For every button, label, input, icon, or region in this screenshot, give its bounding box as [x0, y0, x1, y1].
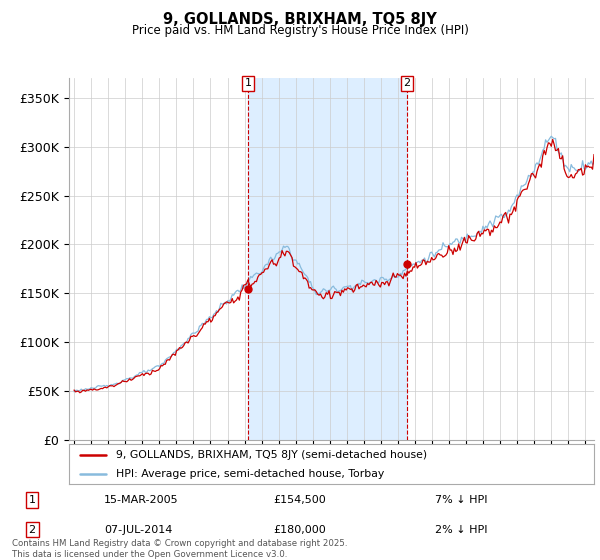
Text: £180,000: £180,000: [274, 525, 326, 535]
Text: 07-JUL-2014: 07-JUL-2014: [104, 525, 173, 535]
Text: 2% ↓ HPI: 2% ↓ HPI: [435, 525, 488, 535]
Text: 1: 1: [29, 495, 35, 505]
Text: 2: 2: [403, 78, 410, 88]
Text: 2: 2: [29, 525, 36, 535]
Bar: [248, 78, 407, 440]
Text: HPI: Average price, semi-detached house, Torbay: HPI: Average price, semi-detached house,…: [116, 469, 385, 479]
Text: 15-MAR-2005: 15-MAR-2005: [104, 495, 179, 505]
Text: 9, GOLLANDS, BRIXHAM, TQ5 8JY: 9, GOLLANDS, BRIXHAM, TQ5 8JY: [163, 12, 437, 27]
Text: 9, GOLLANDS, BRIXHAM, TQ5 8JY (semi-detached house): 9, GOLLANDS, BRIXHAM, TQ5 8JY (semi-deta…: [116, 450, 427, 460]
Text: Contains HM Land Registry data © Crown copyright and database right 2025.
This d: Contains HM Land Registry data © Crown c…: [12, 539, 347, 559]
Text: £154,500: £154,500: [274, 495, 326, 505]
Text: Price paid vs. HM Land Registry's House Price Index (HPI): Price paid vs. HM Land Registry's House …: [131, 24, 469, 36]
Text: 1: 1: [245, 78, 251, 88]
Text: 7% ↓ HPI: 7% ↓ HPI: [435, 495, 488, 505]
